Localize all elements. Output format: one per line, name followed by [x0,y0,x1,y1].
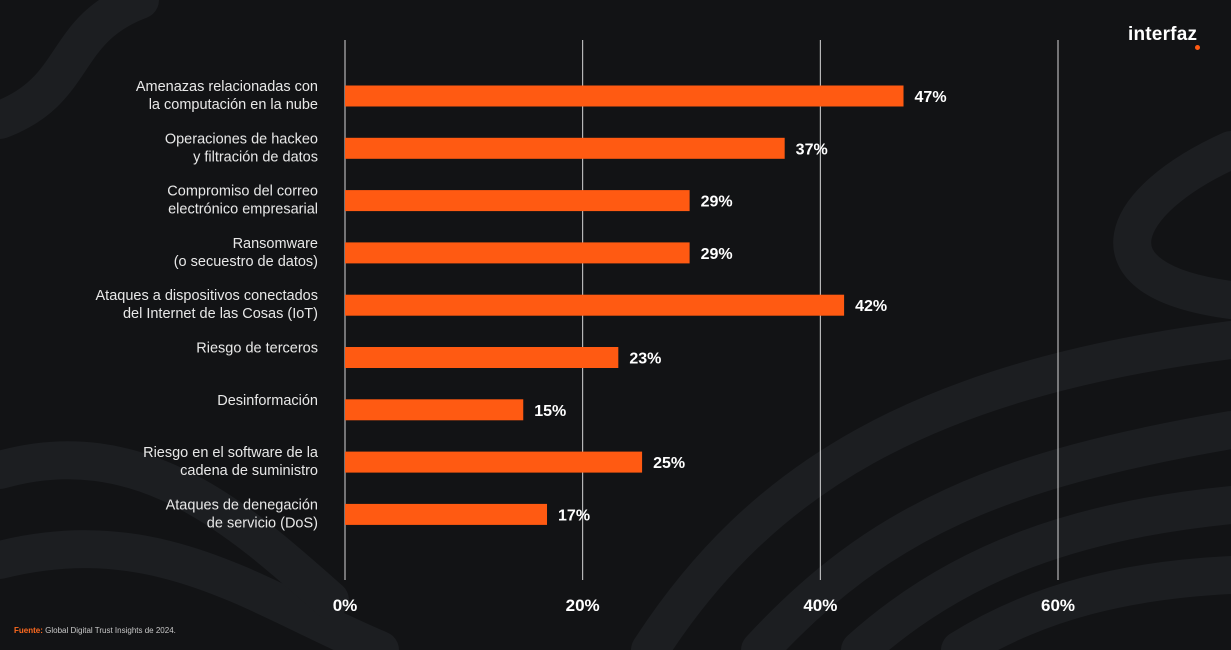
value-label-8: 17% [558,507,590,524]
bar-4 [345,294,845,316]
category-label-line: Compromiso del correo [167,184,318,200]
category-label-line: la computación en la nube [149,97,318,113]
value-label-0: 47% [915,89,947,106]
category-label-line: Ataques de denegación [166,497,318,513]
category-label-0: Amenazas relacionadas con la computación … [136,79,318,113]
category-label-7: Riesgo en el software de la cadena de sum… [143,445,319,479]
bar-0 [345,85,904,107]
category-label-line: Operaciones de hackeo [165,131,318,147]
value-label-4: 42% [855,298,887,315]
category-label-1: Operaciones de hackeo y filtración de dat… [165,131,318,165]
category-label-line: Ataques a dispositivos conectados [96,288,318,304]
bar-8 [345,503,548,525]
category-label-line: Desinformación [217,393,318,409]
x-tick-label-1: 20% [566,596,600,615]
category-label-line: (o secuestro de datos) [174,254,318,270]
category-label-3: Ransomware (o secuestro de datos) [174,236,318,270]
brand-logo: interfaz [1128,24,1198,45]
category-label-2: Compromiso del correo electrónico empresa… [167,184,318,218]
value-label-7: 25% [653,455,685,472]
category-label-line: Amenazas relacionadas con [136,79,318,95]
category-label-line: cadena de suministro [180,463,318,479]
bar-5 [345,347,619,368]
category-label-line: del Internet de las Cosas (IoT) [123,306,318,322]
source-label: Fuente: [14,626,43,635]
x-tick-label-2: 40% [803,596,837,615]
value-label-6: 15% [534,403,566,420]
bar-2 [345,190,690,212]
value-label-2: 29% [701,194,733,211]
category-label-line: y filtración de datos [193,149,318,165]
source-text: Global Digital Trust Insights de 2024. [45,626,176,635]
bar-6 [345,399,524,421]
value-label-3: 29% [701,246,733,263]
value-label-5: 23% [629,351,661,368]
x-tick-label-0: 0% [333,596,358,615]
category-label-line: de servicio (DoS) [207,515,318,531]
value-label-1: 37% [796,141,828,158]
category-label-line: Riesgo en el software de la [143,445,319,461]
source-note: Fuente: Global Digital Trust Insights de… [14,626,176,635]
bar-3 [345,242,690,264]
brand-dot-icon [1195,45,1200,50]
category-label-line: Riesgo de terceros [196,341,318,357]
x-tick-label-3: 60% [1041,596,1075,615]
category-label-6: Desinformación [217,393,318,409]
category-label-8: Ataques de denegación de servicio (DoS) [166,497,318,531]
category-label-line: Ransomware [233,236,318,252]
category-label-4: Ataques a dispositivos conectados del Int… [96,288,318,322]
category-label-5: Riesgo de terceros [196,341,318,357]
bar-7 [345,451,643,473]
category-label-line: electrónico empresarial [168,202,318,218]
bar-1 [345,137,785,159]
